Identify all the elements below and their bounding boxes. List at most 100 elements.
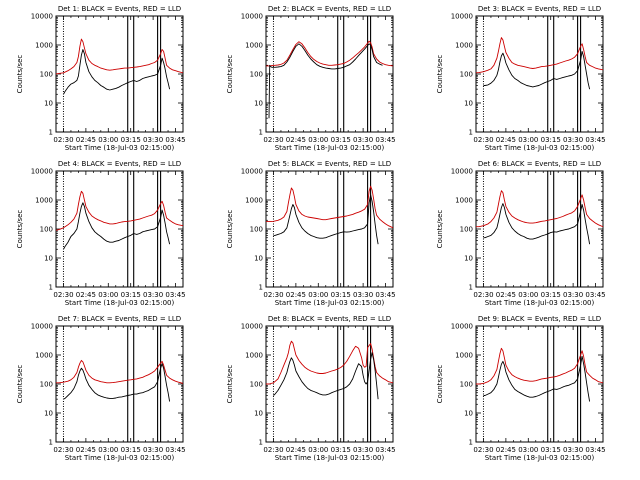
x-tick-label: 03:15 bbox=[331, 136, 351, 144]
series-group bbox=[56, 38, 183, 95]
chart-title: Det 5: BLACK = Events, RED = LLD bbox=[268, 160, 391, 168]
y-tick-label: 10 bbox=[464, 410, 473, 418]
x-tick-label: 03:15 bbox=[121, 291, 141, 299]
x-axis-label: Start Time (18-Jul-03 02:15:00) bbox=[485, 299, 595, 307]
y-tick-label: 100 bbox=[250, 71, 263, 79]
x-tick-label: 02:30 bbox=[53, 446, 73, 454]
plot-frame bbox=[265, 325, 394, 443]
x-tick-label: 02:30 bbox=[263, 291, 283, 299]
series-line-lld bbox=[266, 185, 393, 229]
x-tick-label: 03:15 bbox=[541, 136, 561, 144]
chart-panel-6: Det 6: BLACK = Events, RED = LLD 1 10 100 10… bbox=[436, 160, 606, 307]
series-group bbox=[476, 347, 603, 402]
x-tick-label: 02:30 bbox=[473, 446, 493, 454]
y-tick-label: 1 bbox=[49, 129, 53, 137]
series-line-events bbox=[483, 355, 591, 402]
x-tick-label: 02:45 bbox=[496, 446, 516, 454]
x-tick-label: 03:15 bbox=[121, 136, 141, 144]
x-tick-label: 03:45 bbox=[375, 446, 395, 454]
x-tick-label: 02:45 bbox=[286, 446, 306, 454]
series-line-lld bbox=[476, 37, 603, 74]
y-tick-label: 100 bbox=[250, 381, 263, 389]
x-axis-label: Start Time (18-Jul-03 02:15:00) bbox=[275, 299, 385, 307]
y-tick-label: 100 bbox=[40, 71, 53, 79]
y-tick-label: 100 bbox=[250, 226, 263, 234]
x-axis-label: Start Time (18-Jul-03 02:15:00) bbox=[65, 454, 175, 462]
y-tick-label: 100 bbox=[460, 71, 473, 79]
x-tick-label: 02:30 bbox=[473, 291, 493, 299]
series-group bbox=[266, 340, 393, 400]
y-tick-label: 1 bbox=[259, 284, 263, 292]
chart-title: Det 2: BLACK = Events, RED = LLD bbox=[268, 5, 391, 13]
y-tick-label: 10 bbox=[464, 255, 473, 263]
y-tick-label: 1000 bbox=[35, 352, 53, 360]
y-tick-label: 100 bbox=[40, 226, 53, 234]
x-tick-label: 02:30 bbox=[263, 136, 283, 144]
plot-frame bbox=[55, 325, 184, 443]
y-axis-label: Counts/sec bbox=[436, 210, 444, 249]
y-tick-label: 10 bbox=[464, 100, 473, 108]
y-tick-label: 1 bbox=[469, 284, 473, 292]
series-line-lld bbox=[56, 38, 183, 75]
x-axis-label: Start Time (18-Jul-03 02:15:00) bbox=[275, 454, 385, 462]
x-tick-label: 03:15 bbox=[541, 446, 561, 454]
y-axis-label: Counts/sec bbox=[226, 365, 234, 404]
series-line-events bbox=[63, 363, 171, 402]
chart-panel-4: Det 4: BLACK = Events, RED = LLD 1 10 100 10… bbox=[16, 160, 186, 307]
y-tick-label: 10000 bbox=[31, 168, 53, 176]
x-tick-label: 03:45 bbox=[585, 136, 605, 144]
y-tick-label: 10 bbox=[44, 255, 53, 263]
y-tick-label: 1000 bbox=[245, 352, 263, 360]
y-tick-label: 1 bbox=[469, 129, 473, 137]
series-line-events bbox=[63, 202, 171, 250]
x-tick-label: 03:00 bbox=[98, 136, 118, 144]
y-tick-label: 1 bbox=[259, 439, 263, 447]
chart-panel-1: Det 1: BLACK = Events, RED = LLD 1 10 100 10… bbox=[16, 5, 186, 152]
series-line-events bbox=[483, 50, 591, 90]
x-tick-label: 03:00 bbox=[518, 291, 538, 299]
x-tick-label: 03:00 bbox=[98, 446, 118, 454]
y-axis-label: Counts/sec bbox=[226, 55, 234, 94]
x-axis-label: Start Time (18-Jul-03 02:15:00) bbox=[485, 144, 595, 152]
series-line-lld bbox=[266, 340, 393, 385]
series-line-events bbox=[273, 194, 379, 245]
x-tick-label: 03:30 bbox=[353, 136, 373, 144]
y-tick-label: 10000 bbox=[241, 13, 263, 21]
plot-frame bbox=[475, 325, 604, 443]
y-tick-label: 1000 bbox=[35, 42, 53, 50]
series-line-events bbox=[268, 43, 383, 119]
y-tick-label: 1000 bbox=[455, 197, 473, 205]
x-tick-label: 02:30 bbox=[53, 291, 73, 299]
plot-frame bbox=[265, 15, 394, 133]
y-tick-label: 10000 bbox=[31, 13, 53, 21]
x-tick-label: 02:45 bbox=[76, 291, 96, 299]
x-axis-label: Start Time (18-Jul-03 02:15:00) bbox=[65, 299, 175, 307]
chart-panel-2: Det 2: BLACK = Events, RED = LLD 1 10 100 10… bbox=[226, 5, 396, 152]
x-tick-label: 03:15 bbox=[121, 446, 141, 454]
series-line-lld bbox=[476, 190, 603, 228]
x-tick-label: 03:30 bbox=[143, 291, 163, 299]
series-line-lld bbox=[56, 359, 183, 384]
x-tick-label: 03:00 bbox=[308, 446, 328, 454]
y-tick-label: 1 bbox=[259, 129, 263, 137]
x-tick-label: 03:45 bbox=[375, 291, 395, 299]
chart-title: Det 7: BLACK = Events, RED = LLD bbox=[58, 315, 181, 323]
x-tick-label: 03:15 bbox=[331, 446, 351, 454]
chart-title: Det 1: BLACK = Events, RED = LLD bbox=[58, 5, 181, 13]
y-tick-label: 1000 bbox=[455, 42, 473, 50]
y-axis-label: Counts/sec bbox=[16, 55, 24, 94]
y-axis-label: Counts/sec bbox=[16, 365, 24, 404]
y-tick-label: 10000 bbox=[451, 13, 473, 21]
x-tick-label: 03:00 bbox=[308, 291, 328, 299]
chart-title: Det 4: BLACK = Events, RED = LLD bbox=[58, 160, 181, 168]
y-tick-label: 10 bbox=[254, 255, 263, 263]
x-axis-label: Start Time (18-Jul-03 02:15:00) bbox=[65, 144, 175, 152]
y-tick-label: 100 bbox=[460, 226, 473, 234]
y-tick-label: 1 bbox=[49, 284, 53, 292]
series-group bbox=[266, 185, 393, 245]
plot-frame bbox=[265, 170, 394, 288]
x-axis-label: Start Time (18-Jul-03 02:15:00) bbox=[485, 454, 595, 462]
x-axis-label: Start Time (18-Jul-03 02:15:00) bbox=[275, 144, 385, 152]
chart-panel-9: Det 9: BLACK = Events, RED = LLD 1 10 100 10… bbox=[436, 315, 606, 462]
x-tick-label: 03:30 bbox=[143, 136, 163, 144]
